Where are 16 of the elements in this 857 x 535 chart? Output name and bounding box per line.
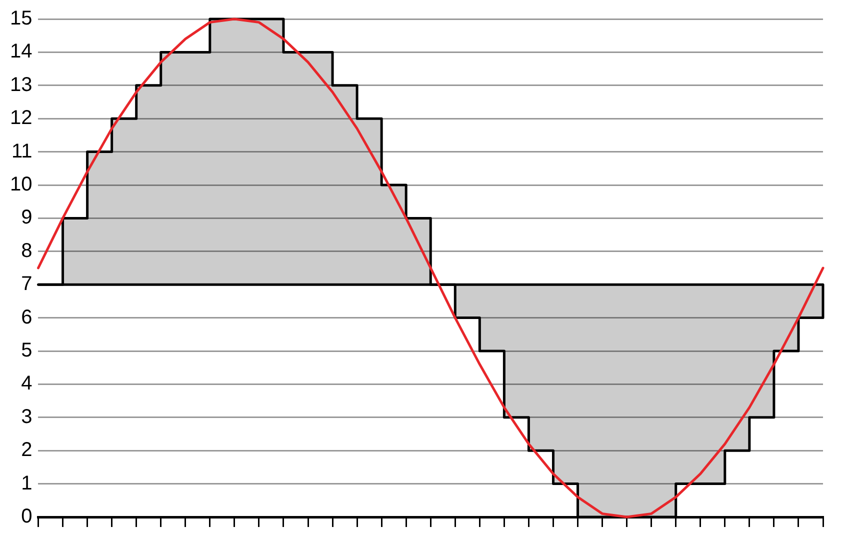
y-tick-label: 15 <box>10 8 32 30</box>
y-tick-label: 4 <box>21 372 32 395</box>
y-tick-label: 12 <box>10 107 32 130</box>
y-tick-label: 10 <box>10 174 32 196</box>
y-tick-label: 9 <box>21 206 32 229</box>
y-tick-label: 5 <box>21 340 32 362</box>
y-tick-label: 13 <box>10 74 32 96</box>
y-tick-label: 3 <box>21 406 32 428</box>
y-tick-label: 11 <box>11 140 32 162</box>
y-tick-label: 6 <box>21 306 32 328</box>
y-tick-label: 2 <box>21 439 32 462</box>
y-tick-label: 7 <box>21 273 32 296</box>
y-tick-label: 1 <box>21 472 32 494</box>
y-tick-label: 0 <box>21 506 32 528</box>
y-tick-label: 8 <box>21 240 32 262</box>
y-tick-label: 14 <box>10 40 32 63</box>
